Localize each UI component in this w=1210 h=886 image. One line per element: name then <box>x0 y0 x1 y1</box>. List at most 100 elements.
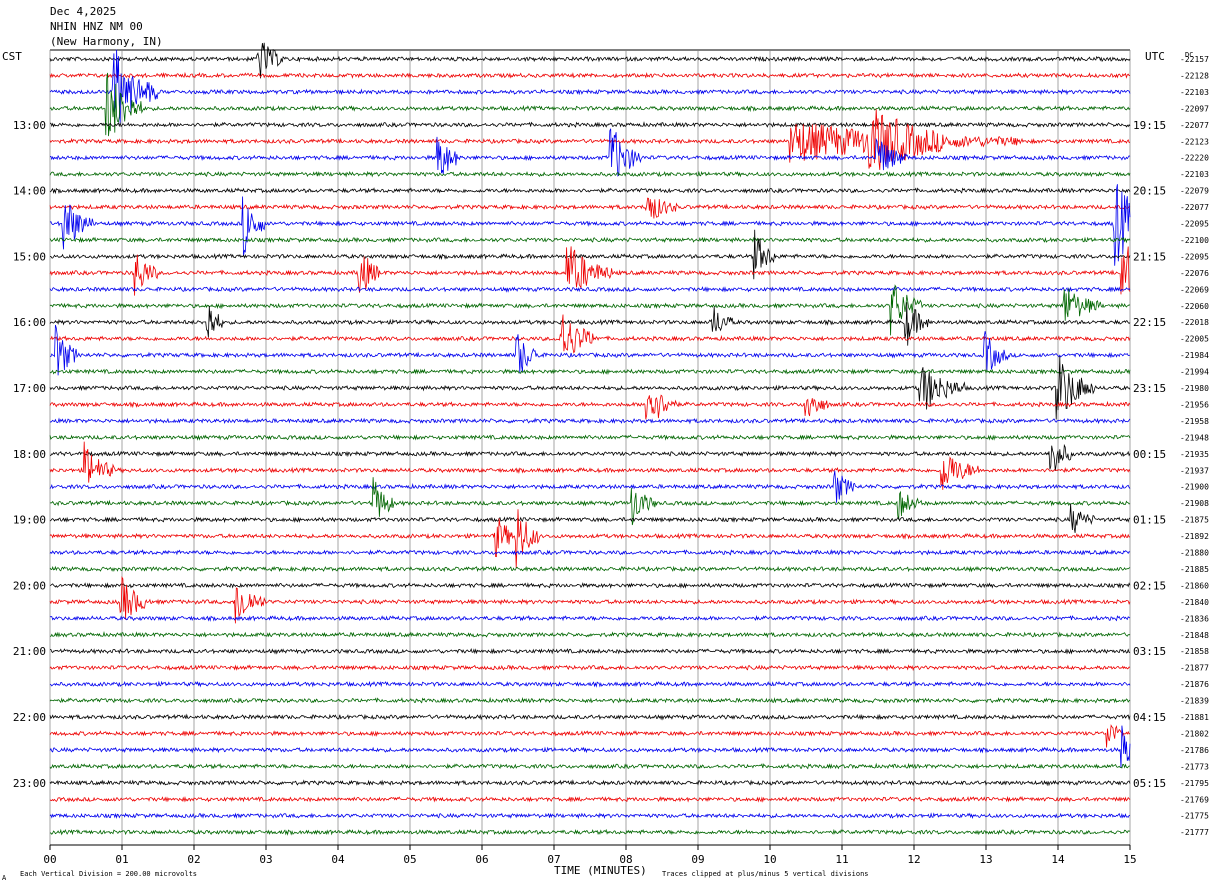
trace-line <box>49 779 1131 787</box>
trace-line <box>49 284 1131 336</box>
x-tick-label: 10 <box>763 853 776 866</box>
trace-line <box>49 128 1131 177</box>
right-timezone-label: UTC <box>1145 50 1165 63</box>
trace-line <box>49 828 1131 836</box>
dc-offset-label: -22095 <box>1180 252 1209 261</box>
left-hour-label: 21:00 <box>13 645 46 658</box>
dc-offset-label: -21900 <box>1180 483 1209 492</box>
trace-line <box>49 434 1131 441</box>
label-group: 00 01 02 03 04 05 06 07 08 09 10 11 12 13 14 15 -22157 -2… <box>13 55 1209 866</box>
right-hour-label: 04:15 <box>1133 711 1166 724</box>
minute-grid <box>49 49 1131 850</box>
dc-offset-label: -21881 <box>1180 713 1209 722</box>
right-hour-label: 23:15 <box>1133 382 1166 395</box>
corner-mark: A <box>2 874 7 882</box>
left-hour-label: 16:00 <box>13 316 46 329</box>
trace-line <box>49 314 1131 354</box>
trace-line <box>49 121 1131 128</box>
trace-line <box>49 356 1131 420</box>
x-tick-label: 09 <box>691 853 704 866</box>
trace-line <box>49 565 1131 573</box>
x-tick-label: 02 <box>187 853 200 866</box>
left-hour-label: 19:00 <box>13 514 46 527</box>
dc-offset-label: -21984 <box>1180 351 1209 360</box>
trace-line <box>50 647 1131 655</box>
trace-line <box>49 184 1131 266</box>
dc-offset-label: -22103 <box>1180 88 1209 97</box>
dc-offset-label: -22103 <box>1180 170 1209 179</box>
trace-line <box>49 614 1131 622</box>
dc-offset-label: -21880 <box>1180 549 1209 558</box>
x-tick-label: 01 <box>115 853 128 866</box>
trace-line <box>50 443 1131 472</box>
dc-offset-label: -21935 <box>1180 450 1209 459</box>
dc-offset-label: -22077 <box>1180 121 1209 130</box>
trace-line <box>49 503 1131 533</box>
header-date: Dec 4,2025 <box>50 5 117 18</box>
dc-header-label: DC <box>1185 51 1193 59</box>
dc-offset-label: -22095 <box>1180 220 1209 229</box>
dc-offset-label: -21885 <box>1180 565 1209 574</box>
trace-line <box>49 680 1131 688</box>
trace-line <box>49 548 1131 556</box>
dc-offset-label: -22079 <box>1180 187 1209 196</box>
x-tick-label: 03 <box>259 853 272 866</box>
dc-offset-label: -22018 <box>1180 318 1209 327</box>
left-hour-label: 13:00 <box>13 119 46 132</box>
right-hour-label: 03:15 <box>1133 645 1166 658</box>
trace-line <box>49 42 1131 79</box>
trace-line <box>49 509 1131 568</box>
dc-offset-label: -21769 <box>1180 795 1209 804</box>
dc-offset-label: -22123 <box>1180 137 1209 146</box>
trace-line <box>49 186 1131 195</box>
x-tick-label: 14 <box>1051 853 1065 866</box>
dc-offset-label: -22069 <box>1180 285 1209 294</box>
left-hour-label: 23:00 <box>13 777 46 790</box>
x-tick-label: 05 <box>403 853 416 866</box>
trace-line <box>49 72 1131 137</box>
trace-line <box>49 441 1131 490</box>
trace-line <box>49 246 1131 296</box>
dc-offset-label: -21775 <box>1180 812 1209 821</box>
x-axis-title: TIME (MINUTES) <box>554 864 647 877</box>
x-tick-label: 00 <box>43 853 56 866</box>
trace-line <box>49 71 1131 79</box>
trace-line <box>49 470 1131 503</box>
right-hour-label: 02:15 <box>1133 579 1166 592</box>
left-hour-label: 15:00 <box>13 250 46 263</box>
dc-offset-label: -21876 <box>1180 680 1209 689</box>
x-tick-label: 11 <box>835 853 848 866</box>
trace-line <box>49 576 1131 624</box>
x-tick-label: 04 <box>331 853 345 866</box>
dc-offset-label: -21994 <box>1180 368 1209 377</box>
x-tick-label: 13 <box>979 853 992 866</box>
trace-line <box>49 724 1131 748</box>
dc-offset-label: -21877 <box>1180 664 1209 673</box>
dc-offset-label: -21773 <box>1180 762 1209 771</box>
trace-line <box>49 812 1131 820</box>
trace-line <box>49 286 1131 293</box>
trace-line <box>49 664 1131 672</box>
trace-line <box>49 725 1131 768</box>
dc-offset-label: -21958 <box>1180 417 1209 426</box>
dc-offset-label: -22220 <box>1180 154 1209 163</box>
dc-offset-label: -21840 <box>1180 598 1209 607</box>
dc-offset-label: -21839 <box>1180 697 1209 706</box>
dc-offset-label: -21937 <box>1180 466 1209 475</box>
trace-line <box>49 394 1131 420</box>
trace-line <box>49 236 1131 244</box>
trace-line <box>49 197 1131 219</box>
right-hour-label: 22:15 <box>1133 316 1166 329</box>
trace-line <box>49 795 1131 803</box>
dc-offset-label: -21858 <box>1180 647 1209 656</box>
x-tick-label: 12 <box>907 853 920 866</box>
right-hour-label: 00:15 <box>1133 448 1166 461</box>
dc-offset-label: -21802 <box>1180 729 1209 738</box>
dc-offset-label: -21875 <box>1180 516 1209 525</box>
trace-line <box>49 631 1131 639</box>
dc-offset-label: -22128 <box>1180 71 1209 80</box>
right-hour-label: 19:15 <box>1133 119 1166 132</box>
dc-offset-label: -22060 <box>1180 302 1209 311</box>
dc-offset-label: -21777 <box>1180 828 1209 837</box>
